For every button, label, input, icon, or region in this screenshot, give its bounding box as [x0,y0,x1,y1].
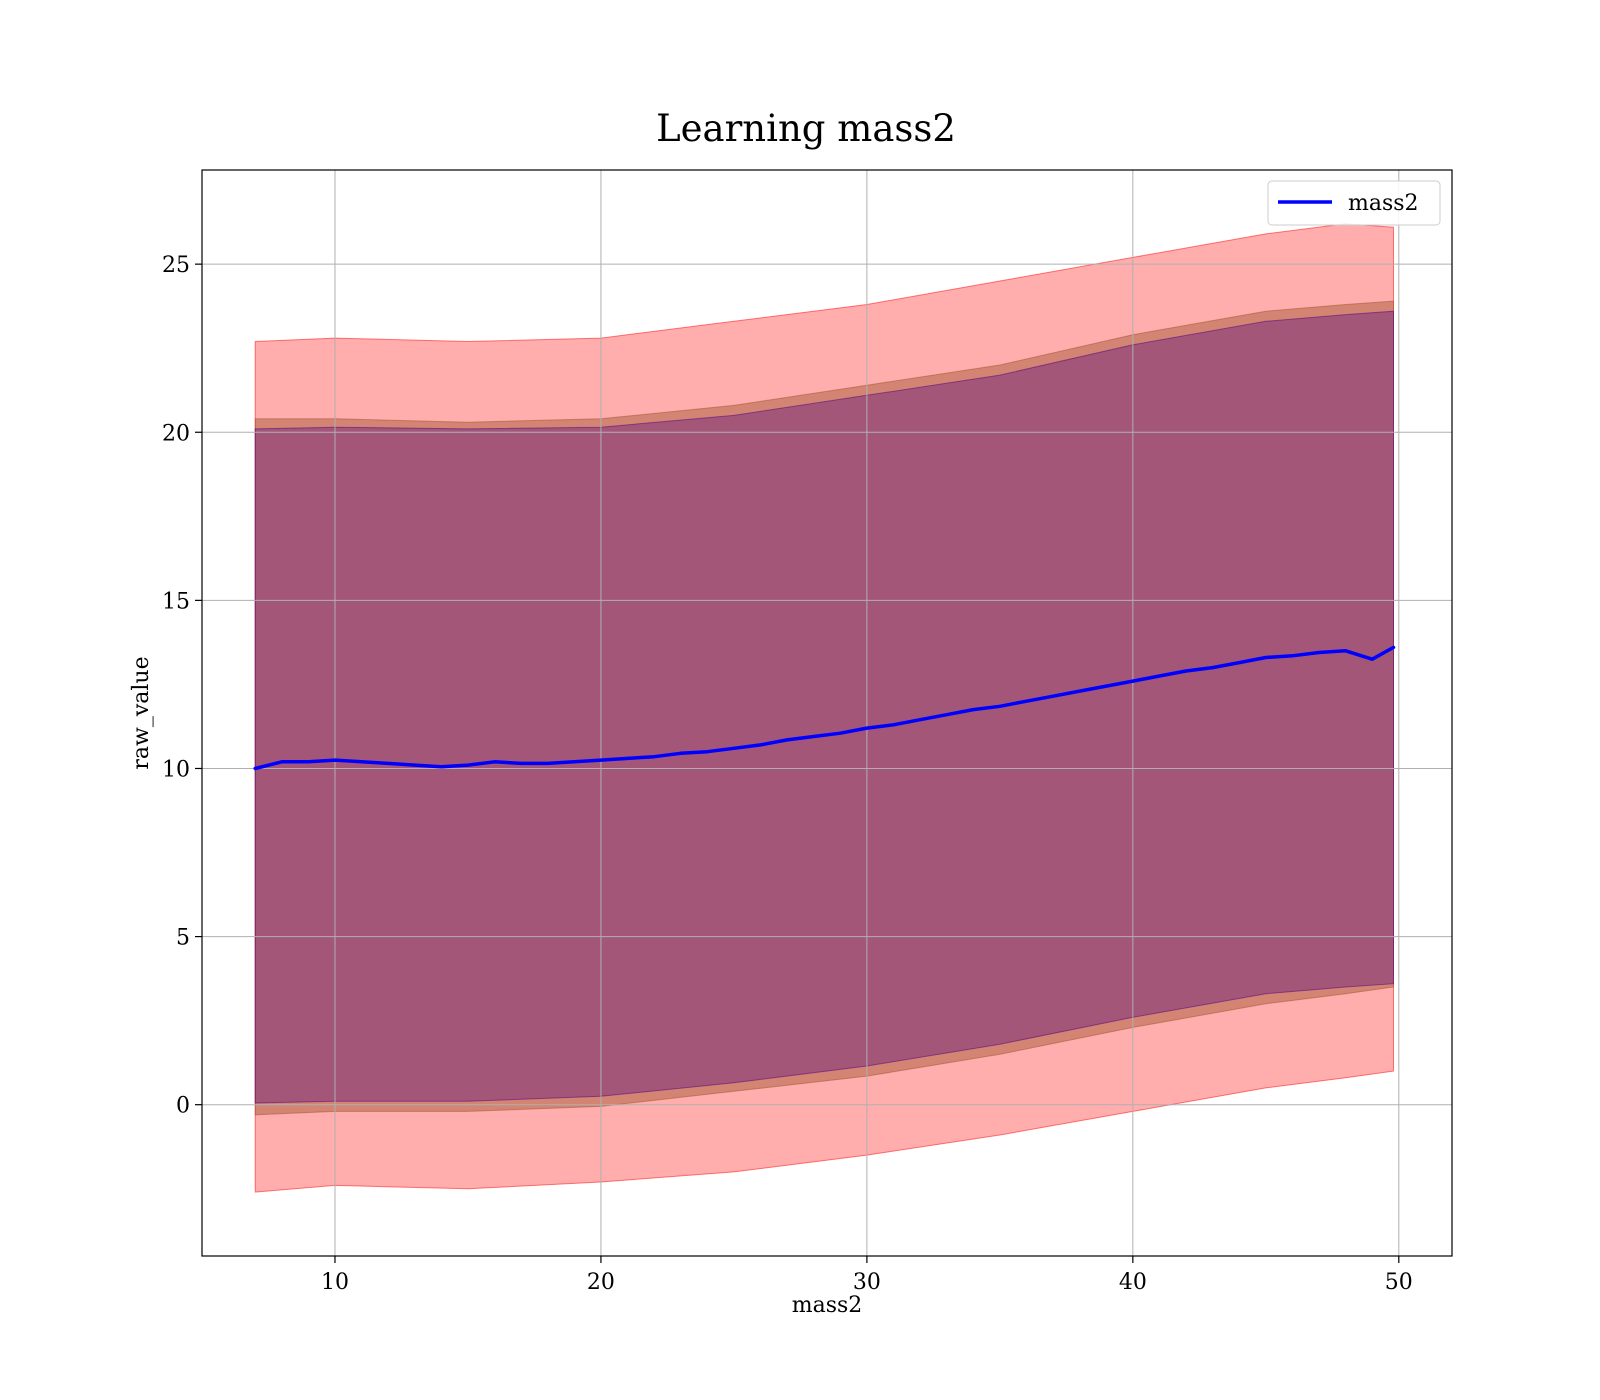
band-inner [254,310,1394,1104]
x-axis-label: mass2 [792,1293,863,1318]
y-tick-label: 0 [176,1094,190,1119]
y-tick-label: 15 [162,589,190,614]
x-tick-label: 40 [1119,1270,1147,1295]
confidence-bands [254,223,1394,1193]
grid [202,170,1452,1256]
y-tick-label: 5 [176,926,190,951]
x-axis: 10 20 30 40 50 [321,1256,1413,1295]
y-tick-label: 20 [162,421,190,446]
y-tick-label: 10 [162,757,190,782]
legend-label-mass2: mass2 [1348,191,1419,216]
plot-frame [201,169,1453,1257]
series-lines [253,645,1396,771]
x-tick-label: 10 [321,1270,349,1295]
legend-box [1267,180,1441,226]
y-axis: 0 5 10 15 20 25 [162,253,202,1119]
legend: mass2 [1267,180,1441,226]
y-axis-label: raw_value [129,656,154,769]
chart-title: Learning mass2 [656,107,956,150]
series-line-mass2 [253,645,1396,771]
x-tick-label: 30 [853,1270,881,1295]
band-outer [254,223,1394,1193]
x-tick-label: 50 [1385,1270,1413,1295]
y-tick-label: 25 [162,253,190,278]
x-tick-label: 20 [587,1270,615,1295]
band-middle [254,300,1394,1116]
